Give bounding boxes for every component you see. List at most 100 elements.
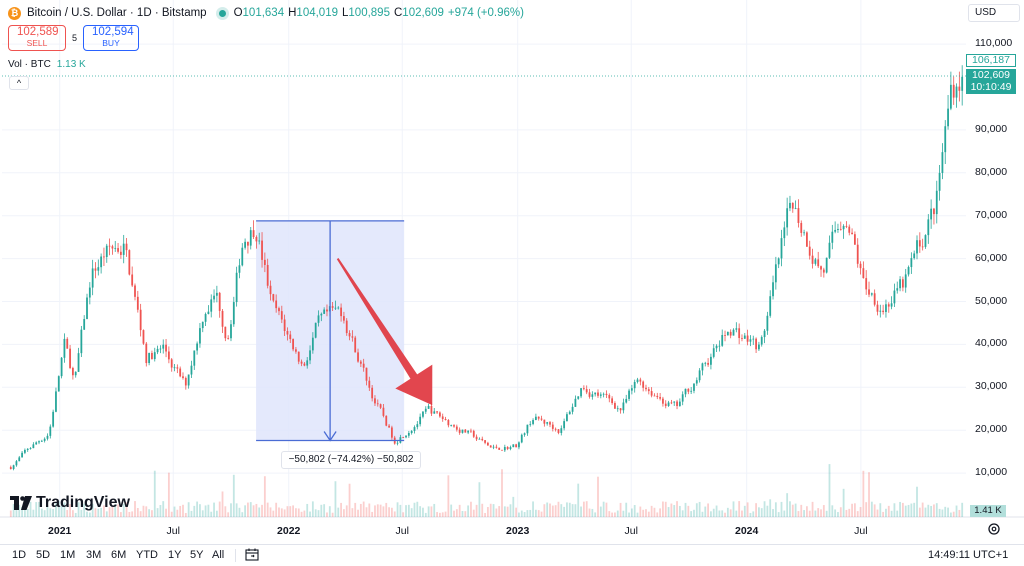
volume-bar: [261, 504, 263, 517]
collapse-legend-button[interactable]: ^: [9, 76, 29, 90]
price-tick-label: 70,000: [975, 208, 1008, 221]
volume-bar: [664, 501, 667, 517]
candle-body: [930, 208, 933, 220]
range-button-3m[interactable]: 3M: [86, 549, 102, 561]
candle-body: [162, 344, 165, 349]
volume-bar: [306, 503, 309, 517]
candle-body: [489, 445, 492, 448]
candle-body: [577, 396, 580, 399]
gear-icon[interactable]: [987, 522, 1001, 536]
candle-body: [213, 295, 215, 300]
candle-body: [760, 337, 763, 345]
candle-body: [266, 264, 269, 286]
volume-bar: [602, 501, 605, 517]
candle-body: [311, 337, 314, 351]
candle-body: [134, 285, 136, 297]
candle-body: [650, 391, 653, 396]
volume-legend[interactable]: Vol · BTC 1.13 K: [8, 59, 86, 70]
volume-bar: [712, 508, 715, 517]
volume-bar: [331, 512, 334, 517]
candle-body: [506, 447, 509, 450]
volume-bar: [588, 508, 591, 517]
currency-selector[interactable]: USD: [968, 4, 1020, 22]
candle-body: [662, 398, 664, 404]
candle-body: [97, 267, 100, 271]
volume-bar: [780, 501, 783, 517]
range-button-all[interactable]: All: [212, 549, 225, 561]
volume-bar: [385, 502, 388, 517]
candle-body: [653, 395, 656, 397]
candle-body: [438, 412, 441, 417]
candle-body: [320, 313, 323, 316]
candle-body: [656, 395, 659, 398]
volume-bar: [611, 512, 614, 517]
candle-body: [808, 246, 811, 256]
candle-body: [475, 436, 478, 440]
range-button-5d[interactable]: 5D: [36, 549, 51, 561]
volume-bar: [515, 507, 518, 517]
candle-body: [139, 309, 142, 331]
candle-body: [755, 338, 757, 350]
volume-bar: [817, 508, 820, 517]
volume-bar: [933, 504, 935, 517]
candle-body: [772, 282, 774, 297]
candle-body: [551, 424, 554, 429]
volume-bar: [551, 505, 554, 517]
candle-body: [594, 392, 597, 395]
volume-bar: [371, 511, 374, 517]
volume-bar: [955, 505, 958, 517]
volume-bar: [103, 505, 105, 517]
range-button-6m[interactable]: 6M: [111, 549, 127, 561]
volume-bar: [94, 508, 97, 517]
candle-body: [46, 435, 49, 439]
candle-body: [501, 449, 503, 451]
volume-bar: [165, 508, 167, 517]
volume-bar: [413, 502, 416, 517]
candle-body: [317, 315, 320, 323]
candle-body: [749, 339, 752, 342]
candle-body: [407, 433, 410, 436]
volume-bar: [376, 504, 379, 517]
candle-body: [566, 414, 568, 422]
candle-body: [811, 255, 814, 264]
volume-bar: [470, 501, 472, 517]
symbol-legend[interactable]: ₿ Bitcoin / U.S. Dollar · 1D · Bitstamp …: [8, 5, 524, 21]
red-arrow-annotation[interactable]: [336, 258, 433, 406]
candle-body: [142, 330, 145, 344]
volume-bar: [49, 508, 52, 517]
volume-bar: [486, 507, 489, 517]
volume-bar: [856, 511, 859, 517]
symbol-title[interactable]: Bitcoin / U.S. Dollar · 1D · Bitstamp: [27, 7, 207, 19]
volume-bar: [83, 503, 86, 517]
range-button-1d[interactable]: 1D: [12, 549, 27, 561]
candle-body: [557, 429, 560, 433]
candle-body: [402, 437, 405, 438]
range-button-1m[interactable]: 1M: [60, 549, 76, 561]
volume-bar: [131, 511, 134, 517]
range-button-ytd[interactable]: YTD: [136, 549, 158, 561]
volume-bar: [695, 503, 698, 517]
volume-bar: [320, 504, 323, 517]
volume-bar: [450, 504, 453, 517]
candle-body: [9, 467, 12, 470]
range-button-1y[interactable]: 1Y: [168, 549, 182, 561]
calendar-icon[interactable]: [245, 548, 259, 561]
candle-body: [182, 376, 184, 378]
candle-body: [382, 407, 385, 416]
candle-body: [870, 293, 873, 295]
sell-button[interactable]: 102,589 SELL: [8, 25, 66, 51]
candle-body: [520, 434, 523, 443]
candle-body: [856, 244, 859, 264]
tradingview-logo[interactable]: TradingView: [10, 494, 130, 512]
buy-button[interactable]: 102,594 BUY: [83, 25, 140, 51]
volume-bar: [382, 506, 385, 517]
range-button-5y[interactable]: 5Y: [190, 549, 204, 561]
volume-bar: [865, 502, 868, 517]
clock-timezone[interactable]: 14:49:11 UTC+1: [928, 549, 1009, 561]
candle-body: [461, 429, 464, 433]
price-tick-label: 90,000: [975, 122, 1008, 135]
candle-body: [774, 264, 777, 283]
volume-bar: [896, 510, 899, 517]
